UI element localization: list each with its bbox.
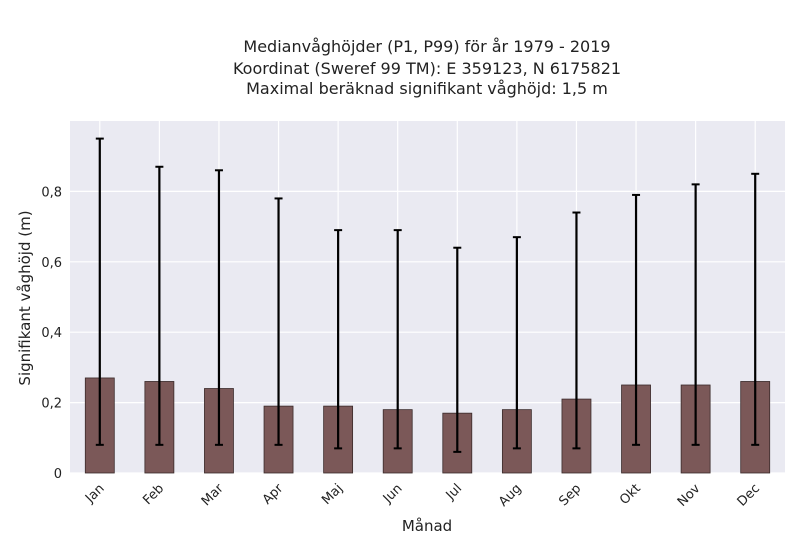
error-bar-maj xyxy=(334,229,343,450)
x-tick-label: Jan xyxy=(82,481,107,506)
error-bar-aug xyxy=(512,236,521,450)
error-bar-dec xyxy=(751,172,760,446)
plot-area xyxy=(70,121,785,473)
error-bar-sep xyxy=(572,211,581,450)
chart-title-line-1: Medianvåghöjder (P1, P99) för år 1979 - … xyxy=(243,37,610,56)
error-bar-jun xyxy=(393,229,402,450)
x-tick-label: Mar xyxy=(199,481,227,509)
x-tick-label: Dec xyxy=(735,481,763,509)
x-tick-label: Okt xyxy=(617,481,644,508)
x-tick-label: Apr xyxy=(260,481,287,508)
error-bar-apr xyxy=(274,197,283,446)
x-tick-label: Feb xyxy=(140,481,167,508)
x-tick-label: Jul xyxy=(443,481,465,503)
error-bar-okt xyxy=(632,193,641,446)
x-tick-label: Maj xyxy=(319,481,346,508)
y-tick-label: 0,2 xyxy=(41,397,62,412)
error-bar-feb xyxy=(155,165,164,446)
x-tick-label: Sep xyxy=(556,481,584,509)
y-tick-label: 0,4 xyxy=(41,326,62,341)
chart-title: Medianvåghöjder (P1, P99) för år 1979 - … xyxy=(233,37,621,98)
x-axis-ticks: Jan Feb Mar Apr Maj Jun Jul Aug Sep Okt Nov Dec xyxy=(82,481,763,510)
x-axis-label: Månad xyxy=(402,517,452,535)
error-bars xyxy=(95,137,760,453)
error-bar-jul xyxy=(453,246,462,453)
chart-title-line-2: Koordinat (Sweref 99 TM): E 359123, N 61… xyxy=(233,59,621,78)
y-axis-ticks: 0 0,2 0,4 0,6 0,8 xyxy=(41,185,62,482)
error-bar-mar xyxy=(214,169,223,446)
error-bar-nov xyxy=(691,183,700,446)
x-tick-label: Nov xyxy=(675,481,704,510)
y-tick-label: 0,6 xyxy=(41,256,62,271)
y-axis-label: Signifikant våghöjd (m) xyxy=(16,210,34,385)
y-tick-label: 0,8 xyxy=(41,185,62,200)
error-bar-jan xyxy=(95,137,104,446)
x-tick-label: Aug xyxy=(496,481,525,510)
x-tick-label: Jun xyxy=(380,481,406,507)
chart-title-line-3: Maximal beräknad signifikant våghöjd: 1,… xyxy=(246,79,608,98)
y-tick-label: 0 xyxy=(54,467,62,482)
